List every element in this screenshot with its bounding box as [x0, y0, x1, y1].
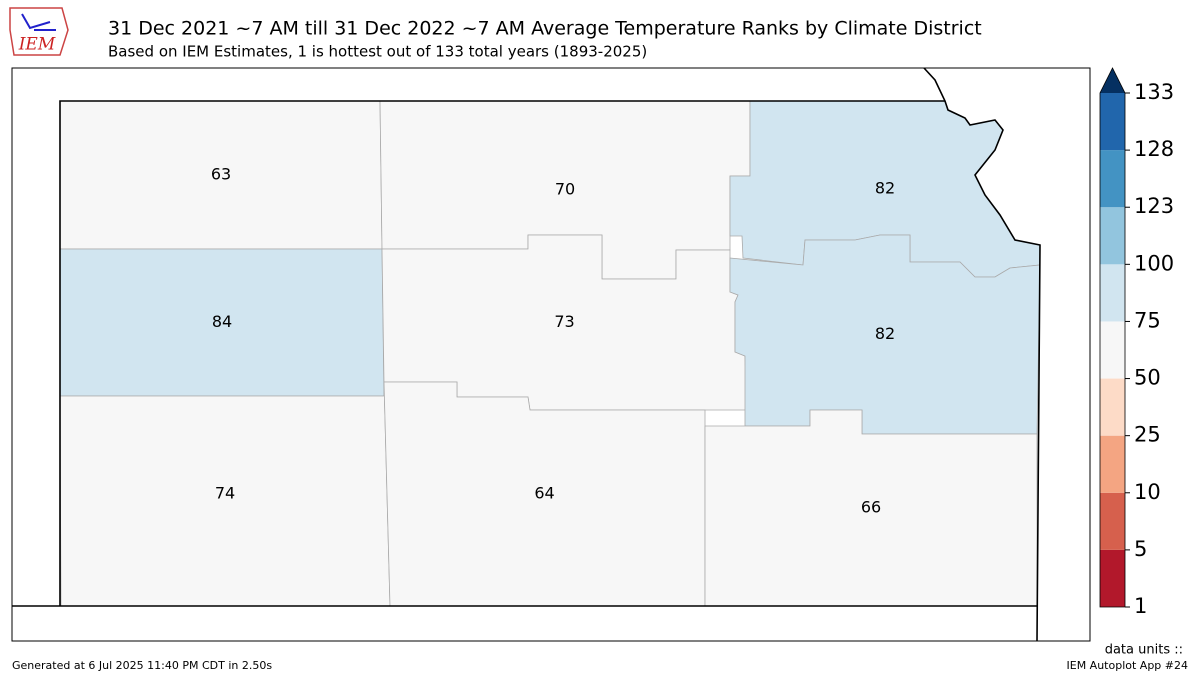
subtitle: Based on IEM Estimates, 1 is hottest out… [108, 43, 647, 61]
district-label: 82 [875, 179, 895, 198]
colorbar-segment [1100, 321, 1125, 379]
colorbar-segment [1100, 264, 1125, 322]
footer-app: IEM Autoplot App #24 [1067, 659, 1189, 672]
logo-text: IEM [18, 35, 56, 55]
colorbar-tick-label: 133 [1134, 80, 1174, 104]
colorbar-tick-label: 5 [1134, 537, 1147, 561]
colorbar-tick-label: 10 [1134, 480, 1161, 504]
colorbar-segment [1100, 378, 1125, 436]
colorbar-segment [1100, 150, 1125, 208]
state-border-nw [59, 100, 945, 606]
colorbar-extend [1100, 68, 1125, 93]
colorbar-segment [1100, 93, 1125, 151]
logo-icon [21, 13, 56, 31]
logo: IEM [9, 7, 69, 56]
colorbar-tick-label: 25 [1134, 423, 1161, 447]
district-label: 74 [215, 484, 235, 503]
colorbar-segment [1100, 492, 1125, 550]
colorbar-tick-label: 75 [1134, 308, 1161, 332]
title: 31 Dec 2021 ~7 AM till 31 Dec 2022 ~7 AM… [108, 18, 982, 40]
colorbar-tick-label: 1 [1134, 594, 1147, 618]
state-border-east [923, 67, 1041, 642]
colorbar-segment [1100, 549, 1125, 607]
colorbar-tick-label: 50 [1134, 366, 1161, 390]
footer-generated: Generated at 6 Jul 2025 11:40 PM CDT in … [12, 659, 272, 672]
footer-units: data units :: [1105, 643, 1183, 658]
state-border [12, 67, 1041, 642]
colorbar-tick-label: 123 [1134, 194, 1174, 218]
district-label: 84 [212, 312, 232, 331]
colorbar-outline [1099, 67, 1126, 608]
colorbar-segment [1100, 435, 1125, 493]
district-label: 73 [554, 312, 574, 331]
district-label: 70 [555, 180, 575, 199]
colorbar-tick-label: 100 [1134, 251, 1174, 275]
district-label: 82 [875, 324, 895, 343]
district-label: 66 [861, 498, 881, 517]
district-label: 63 [211, 165, 231, 184]
colorbar-segment [1100, 207, 1125, 265]
district-label: 64 [534, 484, 554, 503]
colorbar-tick-label: 128 [1134, 137, 1174, 161]
